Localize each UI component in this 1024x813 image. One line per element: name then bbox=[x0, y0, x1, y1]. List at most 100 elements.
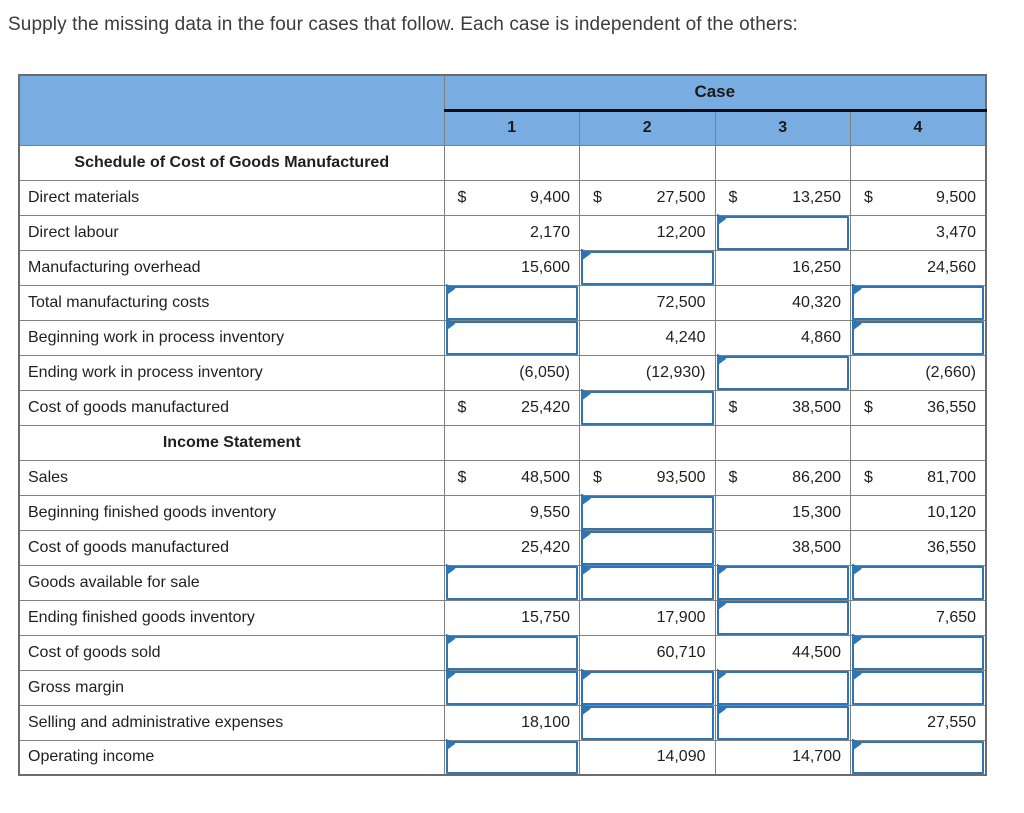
answer-cell bbox=[714, 563, 851, 601]
empty-cell bbox=[714, 424, 851, 461]
value-cell: 2,170 bbox=[443, 214, 580, 251]
cell-value: 27,550 bbox=[927, 713, 977, 731]
answer-cell bbox=[579, 563, 716, 601]
dollar-sign: $ bbox=[457, 188, 467, 206]
value-cell: 12,200 bbox=[579, 214, 716, 251]
flag-icon bbox=[852, 283, 862, 296]
value-cell: (12,930) bbox=[579, 354, 716, 391]
cell-value: 16,250 bbox=[792, 258, 841, 276]
table-row: Ending finished goods inventory 15,750 17,… bbox=[18, 598, 987, 636]
value-cell: $9,500 bbox=[850, 179, 987, 216]
answer-input[interactable] bbox=[445, 633, 578, 670]
value-cell: 60,710 bbox=[579, 634, 716, 671]
flag-icon bbox=[716, 668, 727, 681]
case-header-label: Case bbox=[443, 74, 987, 112]
case-column-header-3: 3 bbox=[714, 109, 851, 146]
answer-input[interactable] bbox=[445, 318, 578, 355]
answer-input[interactable] bbox=[852, 738, 985, 774]
empty-cell bbox=[850, 424, 987, 461]
table-row: Beginning finished goods inventory 9,550 1… bbox=[18, 493, 987, 531]
answer-input[interactable] bbox=[581, 563, 714, 600]
flag-icon bbox=[445, 283, 456, 296]
value-cell: 24,560 bbox=[850, 249, 987, 286]
cell-value: 38,500 bbox=[792, 398, 841, 416]
corner-cell bbox=[18, 74, 445, 146]
flag-icon bbox=[581, 563, 591, 576]
value-cell: 15,300 bbox=[714, 494, 851, 531]
answer-input[interactable] bbox=[852, 668, 985, 705]
empty-cell bbox=[579, 424, 716, 461]
flag-icon bbox=[581, 528, 591, 541]
answer-input[interactable] bbox=[445, 283, 578, 320]
value-cell: 15,600 bbox=[443, 249, 580, 286]
answer-input[interactable] bbox=[581, 703, 714, 740]
answer-input[interactable] bbox=[445, 563, 578, 600]
answer-input[interactable] bbox=[716, 213, 849, 250]
flag-icon bbox=[581, 388, 591, 401]
answer-input[interactable] bbox=[716, 598, 849, 635]
cell-value: 9,400 bbox=[529, 188, 570, 206]
value-cell: 40,320 bbox=[714, 284, 851, 321]
dollar-sign: $ bbox=[457, 468, 467, 486]
value-cell: $93,500 bbox=[579, 459, 716, 496]
answer-input[interactable] bbox=[716, 353, 849, 390]
cell-value: 25,420 bbox=[521, 398, 570, 416]
answer-cell bbox=[443, 668, 580, 706]
answer-cell bbox=[850, 668, 987, 706]
answer-cell bbox=[579, 528, 716, 566]
answer-input[interactable] bbox=[852, 283, 985, 320]
table-row: Gross margin bbox=[18, 668, 987, 706]
answer-input[interactable] bbox=[445, 738, 578, 774]
answer-input[interactable] bbox=[445, 668, 578, 705]
section-label: Schedule of Cost of Goods Manufactured bbox=[18, 144, 445, 181]
cell-value: 25,420 bbox=[521, 538, 570, 556]
answer-input[interactable] bbox=[852, 563, 985, 600]
cell-value: 93,500 bbox=[656, 468, 706, 486]
cell-value: 14,700 bbox=[792, 748, 841, 766]
answer-cell bbox=[714, 353, 851, 391]
value-cell: 3,470 bbox=[850, 214, 987, 251]
table-row: Total manufacturing costs 72,500 40,320 bbox=[18, 283, 987, 321]
answer-input[interactable] bbox=[581, 493, 714, 530]
answer-cell bbox=[714, 213, 851, 251]
value-cell: 14,090 bbox=[579, 739, 716, 776]
cell-value: 3,470 bbox=[935, 223, 977, 241]
row-label: Ending work in process inventory bbox=[18, 354, 445, 391]
row-label: Selling and administrative expenses bbox=[18, 704, 445, 741]
table-row: Goods available for sale bbox=[18, 563, 987, 601]
cell-value: 9,550 bbox=[529, 503, 570, 521]
row-label: Total manufacturing costs bbox=[18, 284, 445, 321]
value-cell: $9,400 bbox=[443, 179, 580, 216]
cell-value: 14,090 bbox=[656, 748, 706, 766]
flag-icon bbox=[716, 213, 727, 226]
cell-value: 4,240 bbox=[665, 328, 706, 346]
table-row: Beginning work in process inventory 4,240… bbox=[18, 318, 987, 356]
cell-value: (2,660) bbox=[925, 363, 977, 381]
cell-value: 60,710 bbox=[656, 643, 706, 661]
section-label: Income Statement bbox=[18, 424, 445, 461]
flag-icon bbox=[581, 703, 591, 716]
value-cell: 18,100 bbox=[443, 704, 580, 741]
answer-cell bbox=[714, 703, 851, 741]
answer-input[interactable] bbox=[716, 563, 849, 600]
cell-value: 44,500 bbox=[792, 643, 841, 661]
page-title: Supply the missing data in the four case… bbox=[8, 14, 798, 35]
answer-input[interactable] bbox=[581, 528, 714, 565]
row-label: Direct labour bbox=[18, 214, 445, 251]
answer-input[interactable] bbox=[852, 633, 985, 670]
table-row: Direct labour 2,170 12,200 3,470 bbox=[18, 213, 987, 251]
answer-input[interactable] bbox=[716, 703, 849, 740]
answer-input[interactable] bbox=[581, 668, 714, 705]
answer-input[interactable] bbox=[852, 318, 985, 355]
cell-value: 24,560 bbox=[927, 258, 977, 276]
cell-value: 2,170 bbox=[529, 223, 570, 241]
row-label: Sales bbox=[18, 459, 445, 496]
value-cell: 44,500 bbox=[714, 634, 851, 671]
answer-input[interactable] bbox=[581, 388, 714, 425]
answer-input[interactable] bbox=[581, 248, 714, 285]
answer-input[interactable] bbox=[716, 668, 849, 705]
value-cell: $38,500 bbox=[714, 389, 851, 426]
cell-value: 15,750 bbox=[521, 608, 570, 626]
